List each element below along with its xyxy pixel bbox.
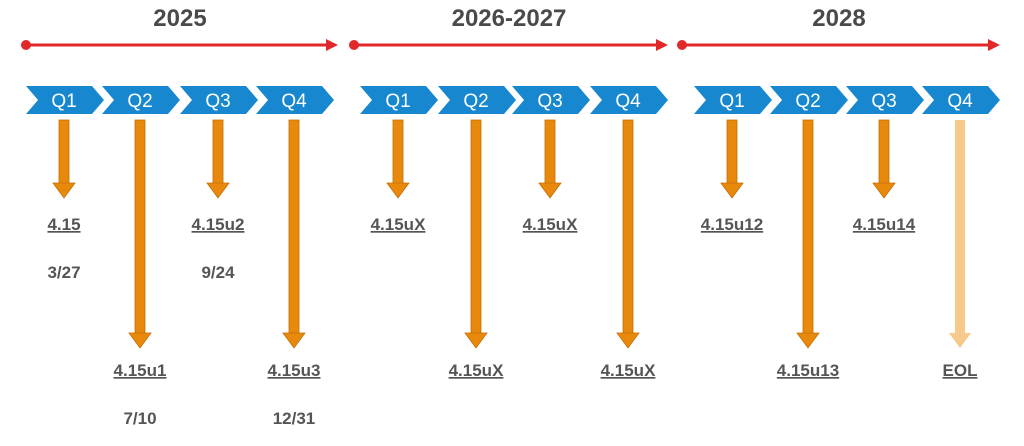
release-label: EOL: [943, 361, 978, 380]
release-arrow-head: [616, 332, 640, 349]
year-title: 2026-2027: [452, 5, 567, 32]
quarter-label: Q3: [205, 91, 230, 112]
release-label: 4.15uX: [523, 215, 578, 234]
release-date: 9/24: [201, 263, 235, 282]
release-arrow-shaft: [288, 119, 300, 335]
release-date: 3/27: [47, 263, 80, 282]
release-arrow-shaft: [622, 119, 634, 335]
quarter-chevron: [846, 86, 924, 114]
year-title: 2025: [153, 5, 206, 32]
release-date: 7/10: [123, 409, 156, 428]
release-label: 4.15uX: [449, 361, 504, 380]
release-arrow-shaft: [878, 119, 890, 185]
release-arrow-shaft: [470, 119, 482, 335]
quarter-label: Q2: [463, 91, 488, 112]
release-label: 4.15uX: [371, 215, 426, 234]
quarter-label: Q1: [51, 91, 76, 112]
release-arrow-head: [464, 332, 488, 349]
quarter-chevron: [770, 86, 848, 114]
timeline-arrowhead: [326, 39, 338, 51]
release-arrow-head: [206, 182, 230, 199]
release-label: 4.15uX: [601, 361, 656, 380]
release-label: 4.15u1: [114, 361, 167, 380]
release-arrow-head: [720, 182, 744, 199]
quarter-label: Q4: [947, 91, 973, 112]
quarter-label: Q3: [537, 91, 562, 112]
release-arrow-shaft: [134, 119, 146, 335]
release-arrow-shaft: [58, 119, 70, 185]
release-date: 12/31: [273, 409, 316, 428]
release-arrow-head: [872, 182, 896, 199]
release-label: 4.15: [47, 215, 80, 234]
release-label: 4.15u13: [777, 361, 839, 380]
release-arrow-shaft: [544, 119, 556, 185]
quarter-label: Q1: [385, 91, 410, 112]
release-arrow-head: [538, 182, 562, 199]
quarter-chevron: [26, 86, 104, 114]
quarter-chevron: [922, 86, 1000, 114]
quarter-chevron: [590, 86, 668, 114]
release-arrow-shaft: [726, 119, 738, 185]
release-arrow-shaft: [802, 119, 814, 335]
year-title: 2028: [812, 5, 865, 32]
release-label: 4.15u2: [192, 215, 245, 234]
release-label: 4.15u14: [853, 215, 916, 234]
release-label: 4.15u12: [701, 215, 763, 234]
quarter-label: Q4: [281, 91, 307, 112]
quarter-label: Q1: [719, 91, 744, 112]
release-arrow-shaft: [212, 119, 224, 185]
quarter-chevron: [512, 86, 590, 114]
timeline-arrowhead: [988, 39, 1000, 51]
quarter-chevron: [102, 86, 180, 114]
release-arrow-head: [949, 333, 971, 348]
quarter-chevron: [694, 86, 772, 114]
release-arrow-head: [386, 182, 410, 199]
quarter-chevron: [256, 86, 334, 114]
timeline-dot: [677, 40, 687, 50]
release-arrow-head: [52, 182, 76, 199]
quarter-label: Q2: [795, 91, 820, 112]
timeline-arrowhead: [656, 39, 668, 51]
quarter-label: Q4: [615, 91, 641, 112]
release-arrow-shaft: [392, 119, 404, 185]
timeline-dot: [349, 40, 359, 50]
quarter-chevron: [360, 86, 438, 114]
quarter-chevron: [438, 86, 516, 114]
quarter-label: Q3: [871, 91, 896, 112]
quarter-label: Q2: [127, 91, 152, 112]
quarter-chevron: [180, 86, 258, 114]
release-arrow-head: [796, 332, 820, 349]
release-arrow-shaft: [955, 120, 965, 334]
release-arrow-head: [282, 332, 306, 349]
release-arrow-head: [128, 332, 152, 349]
release-label: 4.15u3: [268, 361, 321, 380]
timeline-dot: [21, 40, 31, 50]
